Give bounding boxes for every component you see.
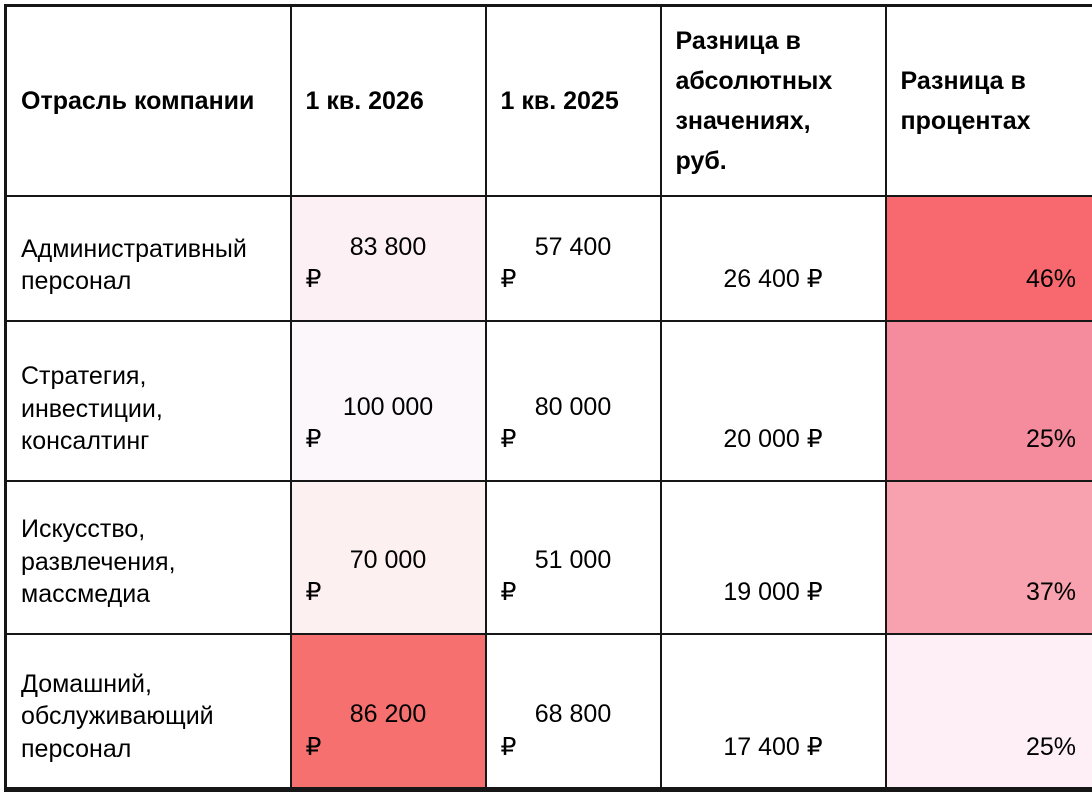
table-row: Стратегия, инвестиции, консалтинг 100 00… bbox=[6, 321, 1092, 481]
cell-diff-abs: 20 000 ₽ bbox=[661, 321, 886, 481]
header-row: Отрасль компании 1 кв. 2026 1 кв. 2025 Р… bbox=[6, 6, 1092, 196]
amount-2026: 100 000 bbox=[306, 391, 471, 424]
cell-q1-2025: 80 000 ₽ bbox=[486, 321, 661, 481]
amount-2025: 57 400 bbox=[501, 231, 646, 264]
cell-q1-2026: 83 800 ₽ bbox=[291, 196, 486, 321]
header-diff-pct: Разница в процентах bbox=[886, 6, 1092, 196]
header-q1-2025: 1 кв. 2025 bbox=[486, 6, 661, 196]
cell-diff-abs: 26 400 ₽ bbox=[661, 196, 886, 321]
ruble-sign: ₽ bbox=[501, 576, 646, 609]
header-diff-abs: Разница в абсолютных значениях, руб. bbox=[661, 6, 886, 196]
cell-q1-2026: 86 200 ₽ bbox=[291, 634, 486, 790]
cell-diff-pct: 37% bbox=[886, 481, 1092, 634]
amount-2025: 68 800 bbox=[501, 698, 646, 731]
ruble-sign: ₽ bbox=[501, 263, 646, 296]
amount-2026: 86 200 bbox=[306, 698, 471, 731]
salary-comparison-table: Отрасль компании 1 кв. 2026 1 кв. 2025 Р… bbox=[4, 4, 1092, 792]
ruble-sign: ₽ bbox=[501, 423, 646, 456]
ruble-sign: ₽ bbox=[306, 263, 471, 296]
amount-2025: 80 000 bbox=[501, 391, 646, 424]
ruble-sign: ₽ bbox=[501, 731, 646, 764]
page: Отрасль компании 1 кв. 2026 1 кв. 2025 Р… bbox=[0, 4, 1092, 798]
cell-industry: Искусство, развлечения, массмедиа bbox=[6, 481, 291, 634]
cell-industry: Административный персонал bbox=[6, 196, 291, 321]
amount-2025: 51 000 bbox=[501, 544, 646, 577]
cell-diff-abs: 17 400 ₽ bbox=[661, 634, 886, 790]
cell-diff-abs: 19 000 ₽ bbox=[661, 481, 886, 634]
cell-q1-2025: 51 000 ₽ bbox=[486, 481, 661, 634]
header-q1-2026: 1 кв. 2026 bbox=[291, 6, 486, 196]
cell-industry: Домашний, обслуживающий персонал bbox=[6, 634, 291, 790]
cell-industry: Стратегия, инвестиции, консалтинг bbox=[6, 321, 291, 481]
cell-diff-pct: 46% bbox=[886, 196, 1092, 321]
ruble-sign: ₽ bbox=[306, 731, 471, 764]
ruble-sign: ₽ bbox=[306, 423, 471, 456]
cell-q1-2025: 68 800 ₽ bbox=[486, 634, 661, 790]
header-industry: Отрасль компании bbox=[6, 6, 291, 196]
table-row: Домашний, обслуживающий персонал 86 200 … bbox=[6, 634, 1092, 790]
cell-diff-pct: 25% bbox=[886, 321, 1092, 481]
cell-q1-2025: 57 400 ₽ bbox=[486, 196, 661, 321]
cell-q1-2026: 100 000 ₽ bbox=[291, 321, 486, 481]
amount-2026: 83 800 bbox=[306, 231, 471, 264]
amount-2026: 70 000 bbox=[306, 544, 471, 577]
ruble-sign: ₽ bbox=[306, 576, 471, 609]
cell-diff-pct: 25% bbox=[886, 634, 1092, 790]
cell-q1-2026: 70 000 ₽ bbox=[291, 481, 486, 634]
table-row: Административный персонал 83 800 ₽ 57 40… bbox=[6, 196, 1092, 321]
table-row: Искусство, развлечения, массмедиа 70 000… bbox=[6, 481, 1092, 634]
